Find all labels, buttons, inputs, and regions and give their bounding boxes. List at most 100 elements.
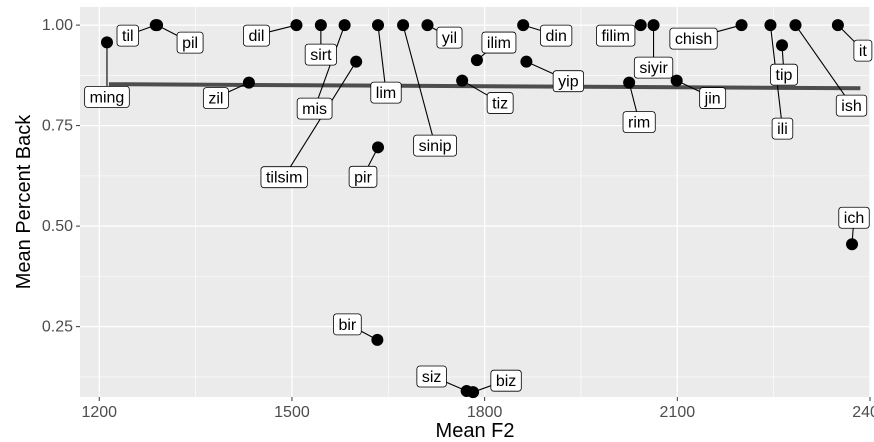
- label-text: tilsim: [266, 170, 302, 187]
- point-siyir: [647, 19, 660, 32]
- label-din: din: [540, 24, 573, 47]
- label-ich: ich: [838, 206, 870, 229]
- y-tick-label: 0.50: [42, 218, 73, 235]
- label-box: [202, 87, 229, 109]
- label-text: siz: [422, 369, 442, 386]
- label-box: [490, 369, 522, 392]
- label-siyir: siyir: [633, 56, 674, 79]
- trend-line: [108, 82, 861, 91]
- label-chish: chish: [669, 27, 718, 50]
- y-axis-title: Mean Percent Back: [13, 114, 35, 290]
- label-text: chish: [675, 31, 712, 48]
- label-leader-sinip: [402, 24, 436, 146]
- point-pir: [372, 141, 385, 154]
- label-ish: ish: [835, 94, 868, 117]
- point-labels: ming til pil zil dil sirt mis tilsim lim pir bir si…: [84, 24, 873, 392]
- label-mis: mis: [296, 97, 333, 120]
- point-ili: [764, 19, 777, 32]
- y-tick-label: 0.25: [42, 319, 73, 336]
- label-jin: jin: [699, 87, 727, 109]
- label-box: [622, 111, 656, 133]
- label-box: [540, 24, 573, 47]
- label-it: it: [853, 39, 873, 62]
- label-text: it: [859, 43, 868, 60]
- label-text: tip: [776, 67, 793, 84]
- tick-labels: 1200 1500 1800 2100 2400 0.25 0.50 0.75 1.00: [42, 17, 874, 421]
- point-pil: [151, 19, 164, 32]
- label-tilsim: tilsim: [260, 166, 308, 189]
- label-text: ish: [841, 98, 861, 115]
- label-box: [633, 56, 674, 79]
- label-box: [348, 165, 378, 188]
- label-til: til: [116, 24, 139, 47]
- label-text: ili: [777, 121, 788, 138]
- point-ich: [846, 238, 859, 251]
- label-box: [304, 43, 337, 66]
- x-tick-label: 1200: [81, 404, 117, 421]
- label-leader-lim: [377, 25, 387, 93]
- label-tiz: tiz: [486, 92, 514, 114]
- label-box: [370, 81, 402, 104]
- label-box: [669, 27, 718, 50]
- label-text: til: [122, 28, 134, 45]
- label-box: [838, 206, 870, 229]
- label-yip: yip: [552, 70, 585, 93]
- label-text: yip: [558, 74, 579, 91]
- label-text: dil: [248, 28, 264, 45]
- trend-line-group: [108, 82, 861, 91]
- point-jin: [670, 74, 683, 87]
- label-box: [481, 31, 517, 54]
- label-box: [486, 92, 514, 114]
- label-text: ming: [90, 89, 125, 106]
- y-tick-label: 1.00: [42, 17, 73, 34]
- point-it: [831, 19, 844, 32]
- label-ilim: ilim: [481, 31, 517, 54]
- point-yip: [520, 55, 533, 68]
- data-points: [100, 19, 859, 399]
- label-box: [436, 26, 463, 49]
- label-text: mis: [302, 101, 327, 118]
- point-rim: [623, 76, 636, 89]
- point-bir: [371, 333, 384, 346]
- label-text: biz: [496, 373, 516, 390]
- label-zil: zil: [202, 87, 229, 109]
- label-box: [413, 134, 457, 157]
- point-tip: [776, 39, 789, 52]
- label-filim: filim: [596, 24, 636, 47]
- axis-ticks: [76, 24, 871, 401]
- label-pir: pir: [348, 165, 378, 188]
- label-box: [243, 24, 270, 47]
- label-text: din: [545, 28, 566, 45]
- point-ilim: [470, 54, 483, 67]
- point-tilsim: [350, 55, 363, 68]
- label-yil: yil: [436, 26, 463, 49]
- point-chish: [735, 19, 748, 32]
- label-text: rim: [628, 115, 650, 132]
- label-box: [853, 39, 873, 62]
- label-rim: rim: [622, 111, 656, 133]
- label-box: [333, 313, 362, 336]
- point-din: [517, 19, 530, 32]
- label-leader-mis: [314, 24, 346, 109]
- point-filim: [634, 19, 647, 32]
- label-biz: biz: [490, 369, 522, 392]
- label-text: zil: [208, 91, 223, 108]
- x-tick-label: 2100: [660, 404, 696, 421]
- label-box: [835, 94, 868, 117]
- label-text: pil: [182, 35, 198, 52]
- point-ish: [789, 19, 802, 32]
- label-dil: dil: [243, 24, 270, 47]
- label-siz: siz: [416, 365, 447, 388]
- point-ming: [100, 36, 113, 49]
- point-biz: [467, 386, 480, 399]
- label-ili: ili: [771, 117, 794, 140]
- label-text: yil: [442, 30, 457, 47]
- label-box: [296, 97, 333, 120]
- label-box: [596, 24, 636, 47]
- label-box: [552, 70, 585, 93]
- label-text: ich: [844, 210, 864, 227]
- label-tip: tip: [770, 63, 798, 86]
- label-box: [771, 117, 794, 140]
- x-tick-label: 1500: [274, 404, 310, 421]
